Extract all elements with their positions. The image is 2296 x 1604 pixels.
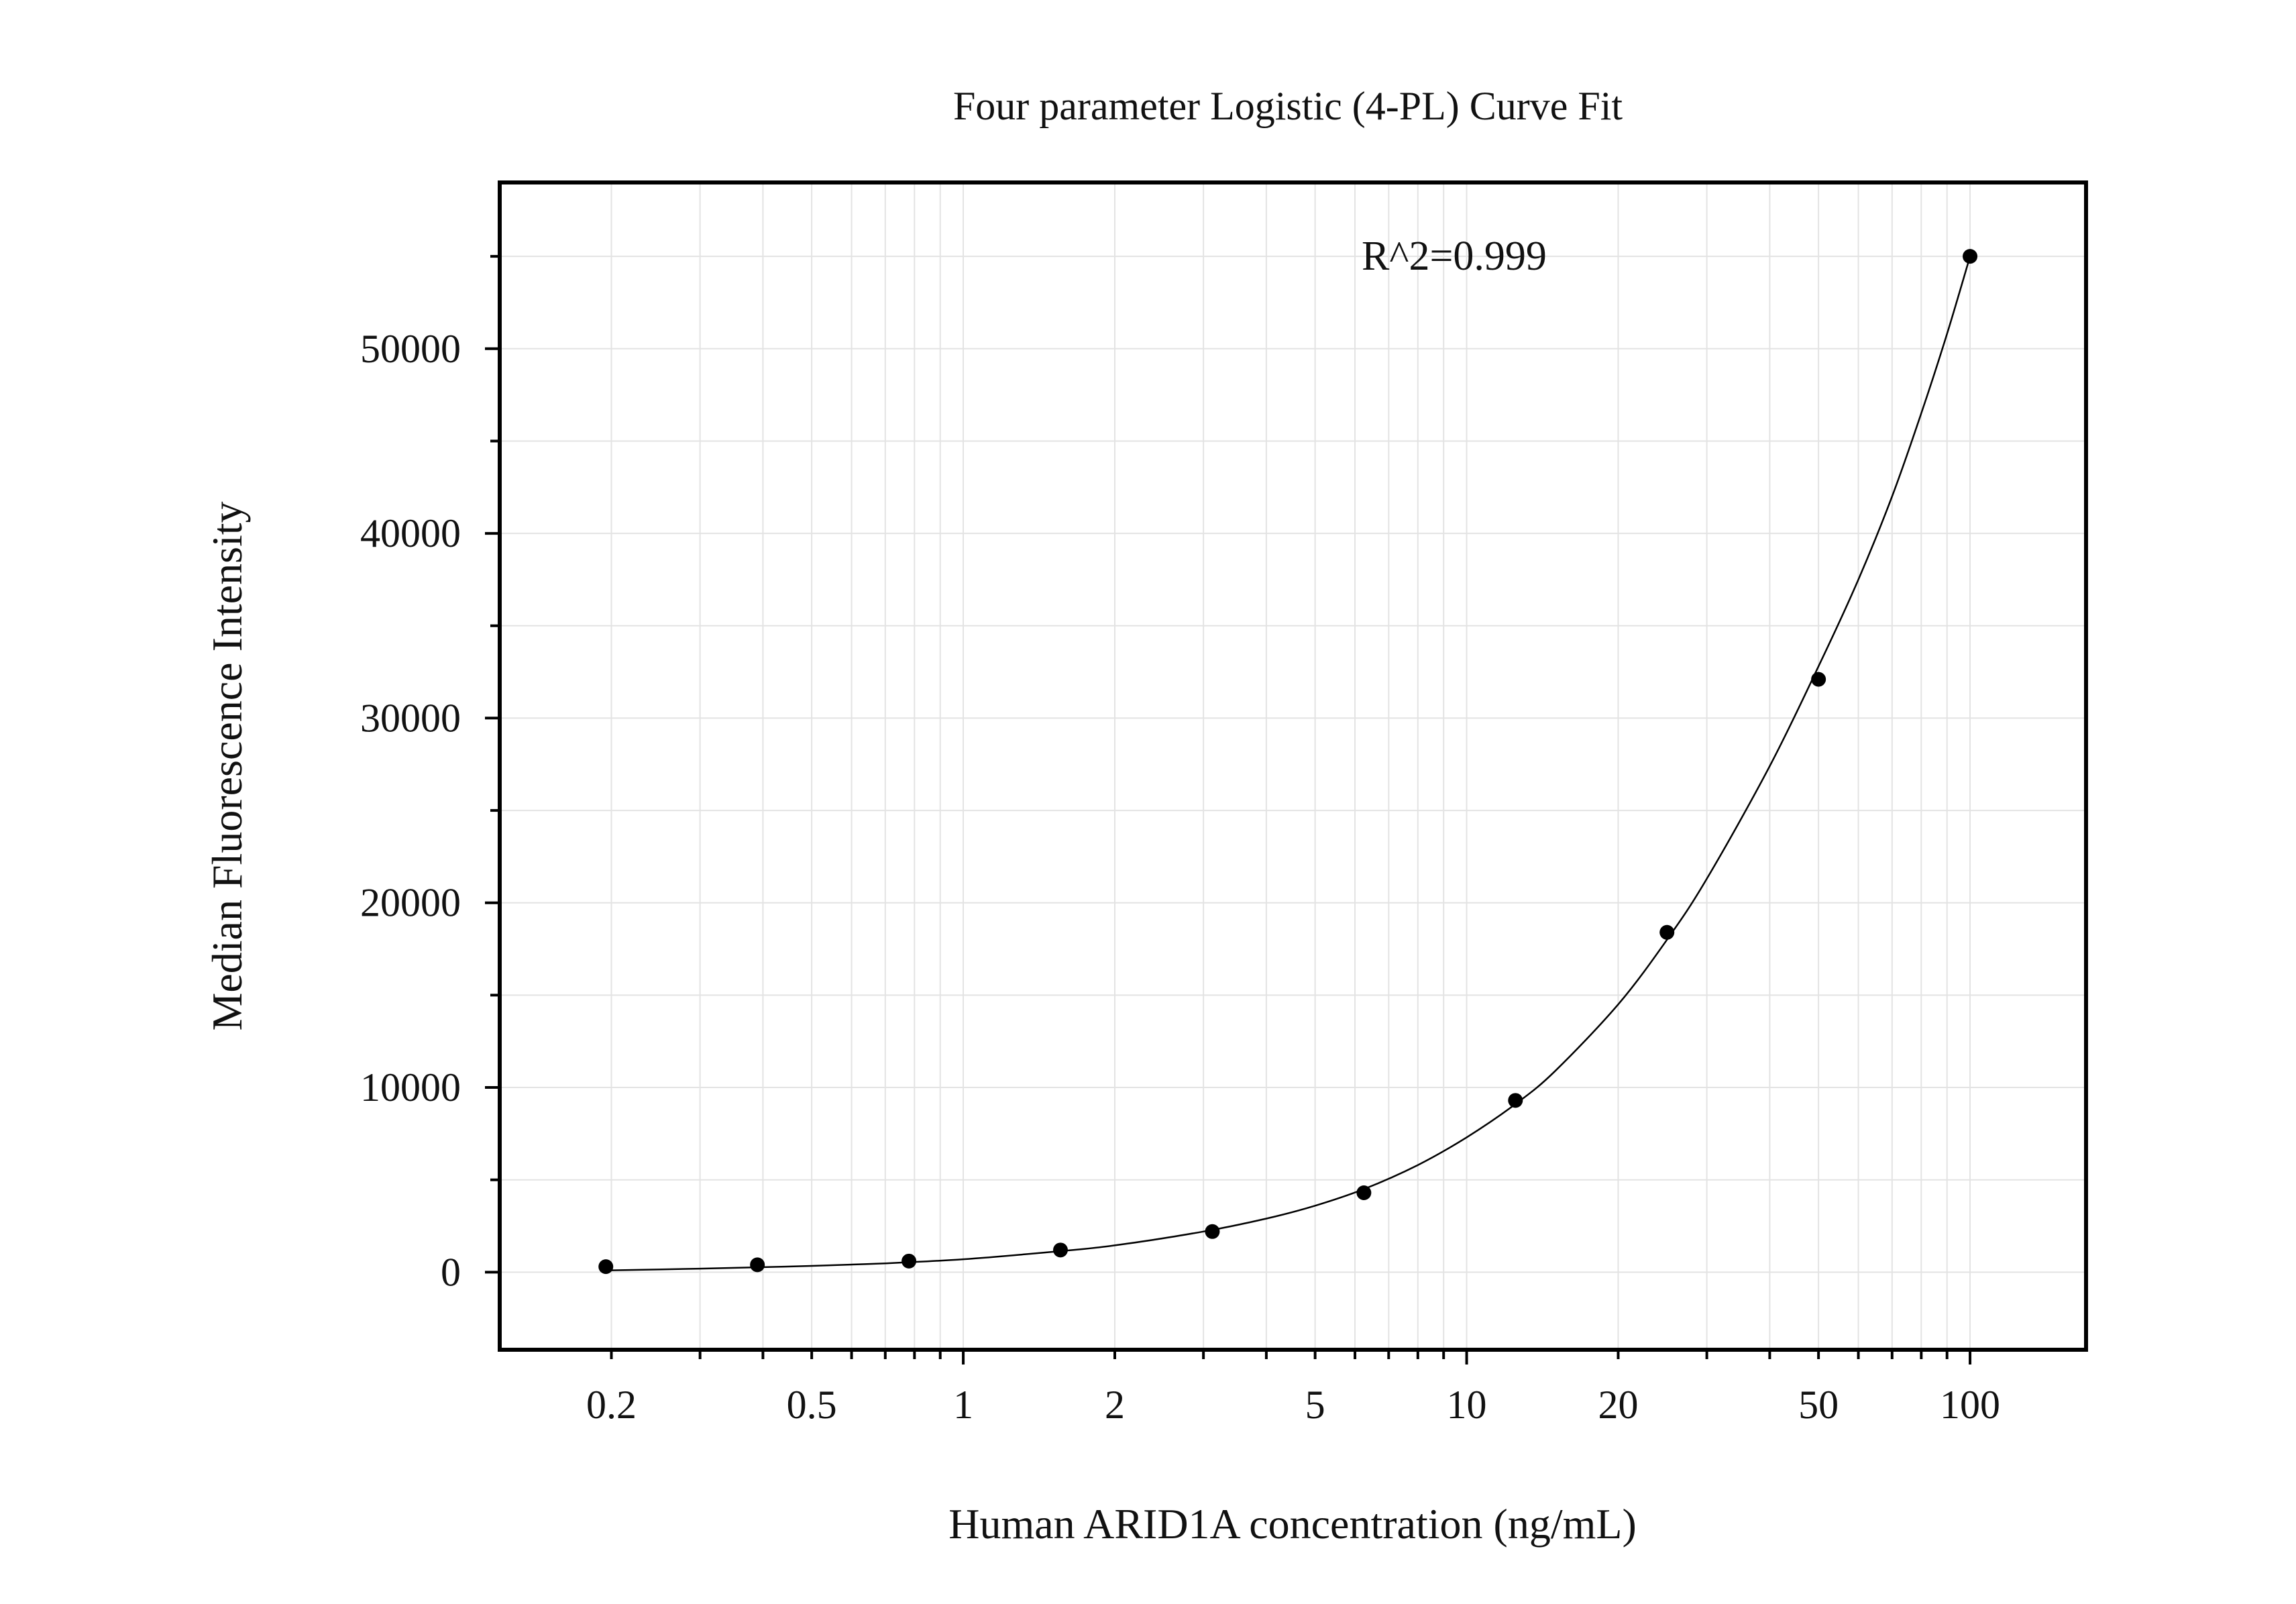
x-tick-label: 50: [1798, 1383, 1839, 1427]
data-point: [1053, 1242, 1069, 1258]
axis-tick-labels: 0 10000 20000 30000 40000 50000 0.2 0.5 1 2 5 10 20 5…: [360, 327, 2000, 1427]
x-tick-label: 10: [1447, 1383, 1487, 1427]
y-tick-label: 0: [441, 1250, 461, 1294]
x-tick-label: 20: [1598, 1383, 1638, 1427]
data-point: [598, 1259, 614, 1275]
data-point: [901, 1253, 917, 1269]
data-point: [1205, 1224, 1220, 1239]
x-tick-label: 100: [1940, 1383, 2000, 1427]
x-tick-label: 5: [1305, 1383, 1325, 1427]
y-tick-label: 30000: [360, 696, 461, 740]
data-point: [1963, 249, 1978, 264]
data-point: [1508, 1093, 1523, 1108]
r-squared-annotation: R^2=0.999: [1362, 233, 1547, 279]
plot-area-frame: [498, 180, 2088, 1352]
x-tick-label: 1: [953, 1383, 973, 1427]
x-tick-label: 0.5: [787, 1383, 837, 1427]
y-tick-label: 40000: [360, 511, 461, 555]
data-points-layer: [598, 249, 1978, 1275]
x-tick-label: 0.2: [586, 1383, 637, 1427]
x-axis-label: Human ARID1A concentration (ng/mL): [948, 1500, 1637, 1548]
y-tick-label: 10000: [360, 1065, 461, 1110]
x-tick-label: 2: [1105, 1383, 1125, 1427]
data-point: [750, 1257, 765, 1273]
y-tick-label: 50000: [360, 327, 461, 371]
grid-lines: [500, 182, 2086, 1350]
data-point: [1356, 1185, 1372, 1200]
data-point: [1811, 672, 1826, 687]
axis-ticks: [485, 255, 1972, 1365]
chart-title: Four parameter Logistic (4-PL) Curve Fit: [953, 84, 1623, 128]
y-axis-label: Median Fluorescence Intensity: [203, 501, 251, 1030]
data-point: [1659, 924, 1675, 940]
y-tick-label: 20000: [360, 881, 461, 925]
